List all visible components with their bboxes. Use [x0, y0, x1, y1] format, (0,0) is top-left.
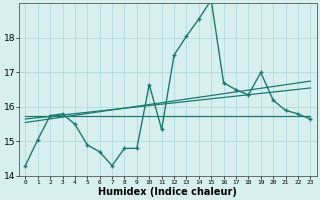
X-axis label: Humidex (Indice chaleur): Humidex (Indice chaleur) — [98, 187, 237, 197]
